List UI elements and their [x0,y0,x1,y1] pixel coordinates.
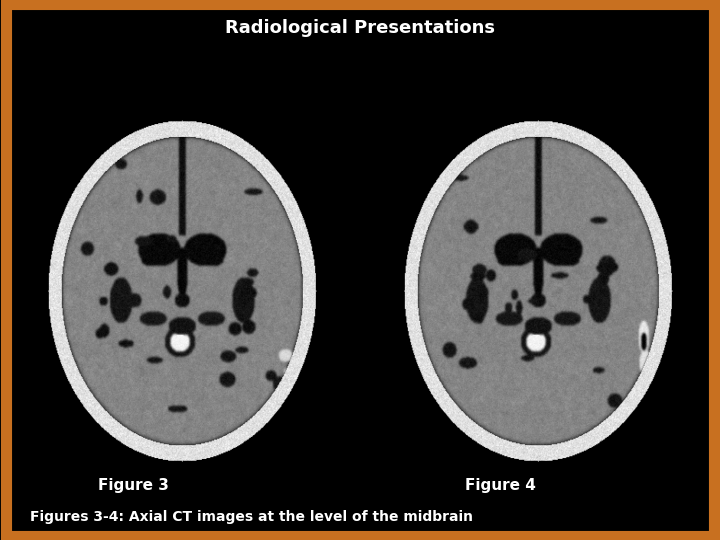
Text: Figure 3: Figure 3 [98,478,168,493]
Text: Radiological Presentations: Radiological Presentations [225,19,495,37]
Text: Figure 4: Figure 4 [465,478,536,493]
Text: Figures 3-4: Axial CT images at the level of the midbrain: Figures 3-4: Axial CT images at the leve… [30,510,474,524]
